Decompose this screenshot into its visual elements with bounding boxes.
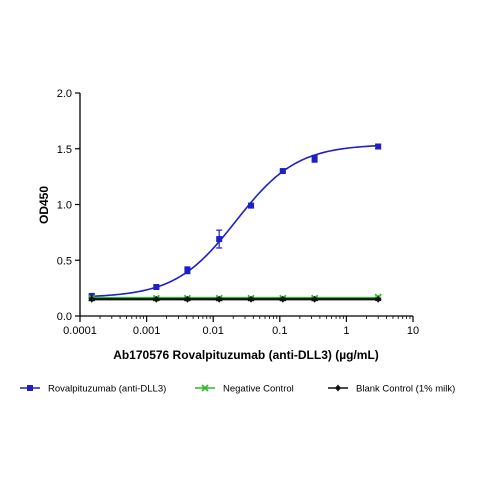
x-tick-label: 0.001: [133, 325, 161, 337]
y-tick-label: 1.5: [57, 144, 72, 156]
series-blank-control-1-milk: [88, 295, 382, 303]
data-point: [248, 202, 255, 209]
y-tick-label: 1.0: [57, 200, 72, 212]
data-point: [88, 295, 95, 303]
x-tick-label: 1: [343, 325, 349, 337]
legend-swatch-marker-stroke: [201, 384, 209, 392]
data-point: [311, 155, 318, 162]
legend-swatch-marker: [201, 384, 209, 392]
legend-item-blank-control-1-milk: Blank Control (1% milk): [328, 384, 455, 395]
y-tick-label: 0.5: [57, 255, 72, 267]
x-axis-title: Ab170576 Rovalpituzumab (anti-DLL3) (µg/…: [113, 348, 379, 362]
data-point: [279, 168, 286, 175]
x-tick-label: 0.0001: [63, 325, 97, 337]
data-point: [216, 295, 223, 303]
x-tick-label: 0.1: [272, 325, 287, 337]
legend-item-rovalpituzumab-anti-dll3: Rovalpituzumab (anti-DLL3): [20, 384, 166, 395]
data-point: [279, 295, 286, 303]
y-tick-label: 2.0: [57, 88, 72, 100]
legend-label: Negative Control: [223, 384, 294, 395]
data-point: [375, 143, 382, 150]
data-point: [248, 295, 255, 303]
data-point: [153, 295, 160, 303]
x-tick-label: 0.01: [202, 325, 223, 337]
legend-label: Rovalpituzumab (anti-DLL3): [48, 384, 166, 395]
legend: Rovalpituzumab (anti-DLL3) Negative Contr…: [20, 384, 455, 395]
series-rovalpituzumab-anti-dll3: [88, 143, 382, 299]
fit-line-rovalpituzumab-anti-dll3: [91, 144, 379, 298]
data-point: [375, 295, 382, 303]
legend-label: Blank Control (1% milk): [356, 384, 455, 395]
legend-swatch-marker: [335, 384, 341, 392]
data-point: [153, 284, 160, 291]
x-tick-label: 10: [407, 325, 419, 337]
data-point: [216, 236, 223, 243]
legend-item-negative-control: Negative Control: [195, 384, 294, 395]
y-tick-label: 0.0: [57, 311, 72, 323]
plot-area: [88, 143, 382, 303]
data-point: [311, 295, 318, 303]
data-point: [184, 267, 191, 274]
y-axis-title: OD450: [37, 186, 51, 224]
axes: 0.0 0.5 1.0 1.5 2.0 0.0001 0.001 0.01 0.1 1 10: [57, 88, 419, 337]
data-point: [184, 295, 191, 303]
legend-swatch-marker: [27, 385, 33, 391]
